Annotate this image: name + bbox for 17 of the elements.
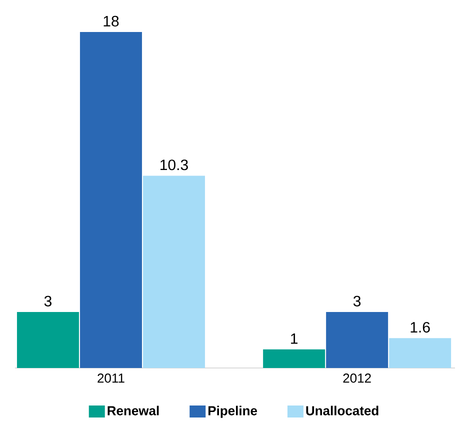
x-tick-label: 2012	[343, 374, 371, 383]
data-label: 1	[291, 333, 298, 344]
data-label: 1.6	[410, 322, 430, 333]
bar	[389, 338, 452, 368]
legend-label: Renewal	[108, 406, 159, 416]
legend-label: Pipeline	[208, 406, 258, 418]
data-label: 10.3	[160, 160, 188, 170]
bar	[16, 312, 79, 368]
bar	[326, 312, 388, 368]
data-label: 3	[353, 296, 361, 306]
bar	[263, 349, 326, 368]
x-tick-label: 2011	[98, 374, 124, 383]
bar	[80, 32, 142, 368]
legend-label: Unallocated	[306, 406, 378, 416]
data-label: 3	[44, 296, 52, 306]
bar	[142, 176, 205, 368]
data-label: 18	[104, 16, 119, 26]
